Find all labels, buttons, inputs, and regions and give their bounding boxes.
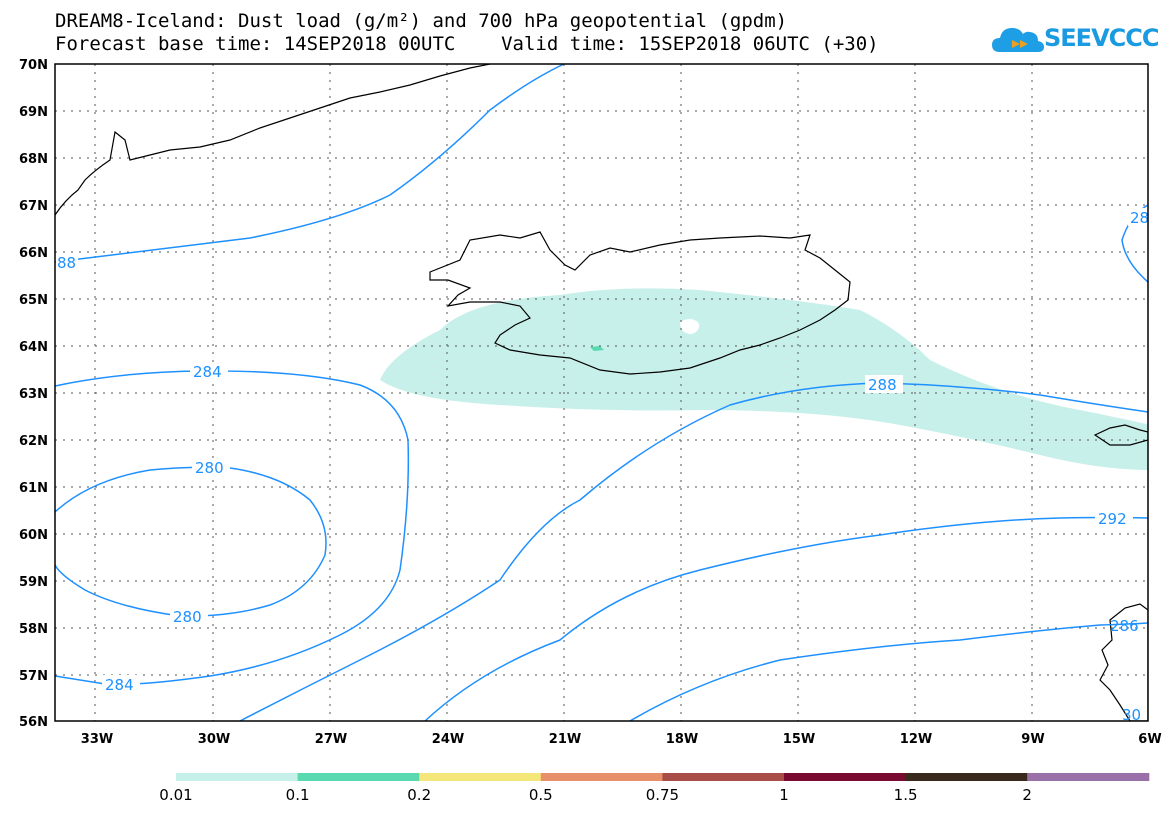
contour-296 (629, 622, 1148, 721)
faroe-coast (1093, 424, 1148, 446)
colorbar-label: 1 (779, 786, 789, 804)
map-title: DREAM8-Iceland: Dust load (g/m²) and 700… (55, 10, 788, 32)
lon-label: 27W (315, 732, 347, 747)
colorbar-swatch (176, 773, 299, 781)
contour-label: 284 (105, 676, 134, 694)
dust-area (380, 288, 1148, 470)
lon-label: 9W (1021, 732, 1044, 747)
contour-label: 30 (1122, 706, 1141, 724)
colorbar-label: 1.5 (894, 786, 918, 804)
contour-284-west-upper (55, 370, 410, 686)
lon-label: 15W (783, 732, 815, 747)
longitude-labels: 33W 30W 27W 24W 21W 18W 15W 12W 9W 6W (81, 732, 1162, 747)
logo-text: SEEVCCC (1044, 24, 1159, 52)
colorbar-swatch (784, 773, 907, 781)
lat-label: 69N (19, 105, 48, 120)
contour-label: 284 (193, 363, 222, 381)
colorbar-label: 0.2 (407, 786, 431, 804)
iceland-coast (429, 231, 851, 375)
map-frame (54, 63, 1149, 722)
lon-label: 18W (666, 732, 698, 747)
colorbar-label: 0.75 (646, 786, 679, 804)
colorbar-label: 0.5 (529, 786, 553, 804)
contour-label: 288 (868, 376, 897, 394)
colorbar-label: 2 (1022, 786, 1032, 804)
colorbar-label: 0.01 (159, 786, 192, 804)
lat-label: 68N (19, 152, 48, 167)
lat-label: 58N (19, 622, 48, 637)
seevccc-logo: SEEVCCC (990, 20, 1160, 58)
lat-label: 57N (19, 669, 48, 684)
colorbar-label: 0.1 (286, 786, 310, 804)
colorbar-swatch (419, 773, 542, 781)
colorbar: 0.01 0.1 0.2 0.5 0.75 1 1.5 2 (159, 773, 1150, 804)
coastlines (55, 64, 1148, 721)
lon-label: 21W (549, 732, 581, 747)
lat-label: 60N (19, 528, 48, 543)
lat-label: 56N (19, 715, 48, 730)
contour-288-south (239, 382, 1148, 721)
lat-label: 64N (19, 340, 48, 355)
contour-label: 28 (1130, 209, 1149, 227)
contour-label: 292 (1098, 510, 1127, 528)
colorbar-swatch (1027, 773, 1150, 781)
lat-label: 59N (19, 575, 48, 590)
contour-label: 88 (57, 254, 76, 272)
contour-labels: 284 280 280 284 288 292 88 28 286 30 (56, 208, 1149, 724)
lon-label: 33W (81, 732, 113, 747)
greenland-coast (55, 64, 491, 216)
forecast-times: Forecast base time: 14SEP2018 00UTC Vali… (55, 33, 879, 55)
lat-label: 63N (19, 387, 48, 402)
latitude-labels: 70N 69N 68N 67N 66N 65N 64N 63N 62N 61N … (19, 58, 48, 730)
contour-label: 280 (195, 459, 224, 477)
contour-label: 280 (173, 608, 202, 626)
colorbar-swatch (662, 773, 785, 781)
lon-label: 30W (198, 732, 230, 747)
lat-label: 61N (19, 481, 48, 496)
dust-patch (590, 346, 604, 351)
lat-label: 62N (19, 434, 48, 449)
cloud-icon (992, 28, 1044, 52)
dust-hole (680, 319, 700, 334)
lon-label: 12W (900, 732, 932, 747)
lon-label: 24W (432, 732, 464, 747)
lon-label: 6W (1138, 732, 1161, 747)
contour-280 (55, 466, 327, 617)
contour-292 (424, 516, 1148, 721)
contour-288-north (55, 64, 565, 263)
colorbar-swatch (540, 773, 663, 781)
colorbar-swatch (297, 773, 420, 781)
colorbar-swatch (905, 773, 1028, 781)
scotland-coast (1099, 603, 1148, 721)
lat-label: 65N (19, 293, 48, 308)
lat-label: 70N (19, 58, 48, 73)
graticule (55, 64, 1148, 721)
contour-label: 286 (1110, 617, 1139, 635)
lat-label: 66N (19, 246, 48, 261)
lat-label: 67N (19, 199, 48, 214)
